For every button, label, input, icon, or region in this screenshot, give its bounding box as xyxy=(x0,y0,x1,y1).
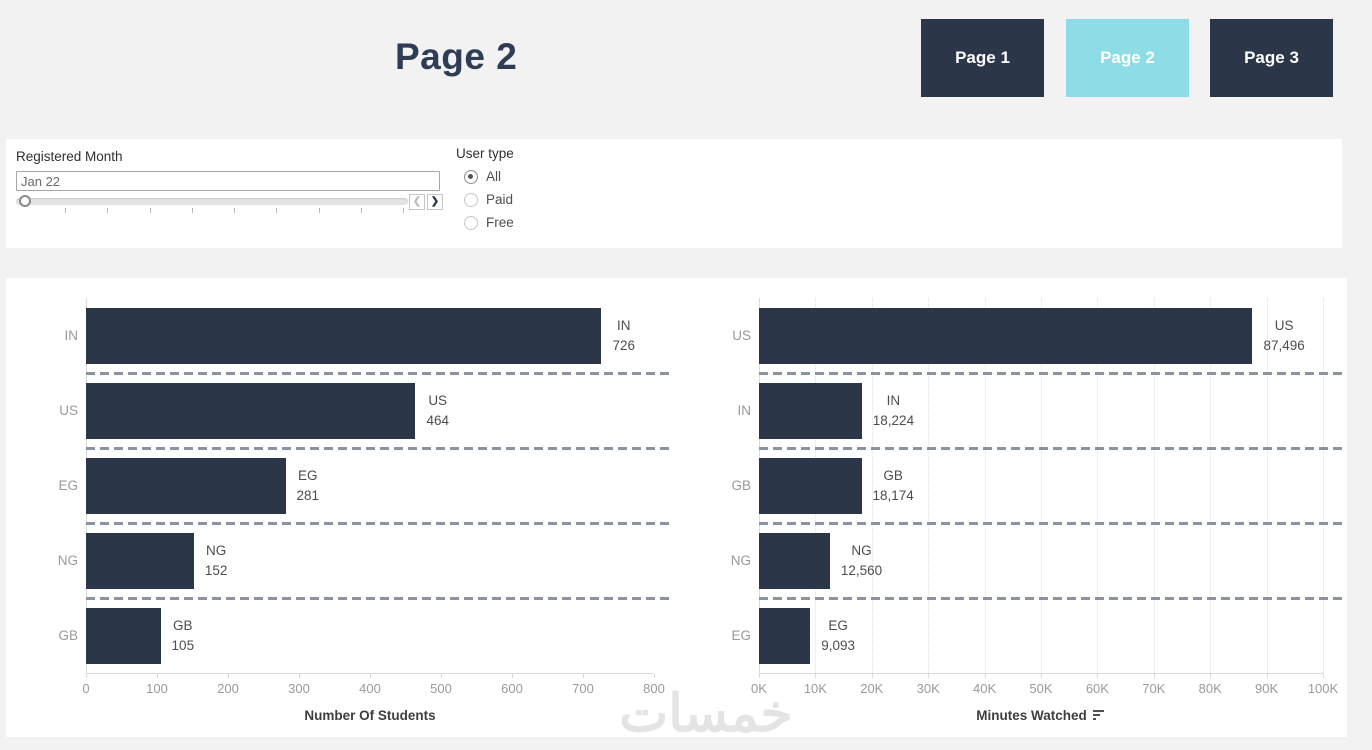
x-tick-label: 100 xyxy=(146,681,168,696)
bar[interactable] xyxy=(759,307,1253,364)
category-label: US xyxy=(732,328,751,343)
bar[interactable] xyxy=(86,532,194,589)
charts-panel: IN IN 726 US US 464 EG EG 281 NG NG 152 xyxy=(6,278,1347,737)
bar[interactable] xyxy=(759,607,811,664)
bar[interactable] xyxy=(759,382,862,439)
user-type-label: User type xyxy=(456,146,514,161)
category-label: GB xyxy=(58,628,78,643)
bar[interactable] xyxy=(759,457,862,514)
bar[interactable] xyxy=(86,457,286,514)
x-tick-label: 30K xyxy=(916,681,940,696)
bar-label: US 87,496 xyxy=(1263,317,1305,353)
page-2-button[interactable]: Page 2 xyxy=(1066,19,1189,97)
x-tick-label: 10K xyxy=(803,681,827,696)
bar-label: US 464 xyxy=(426,392,449,428)
category-label: GB xyxy=(731,478,751,493)
radio-label: All xyxy=(486,169,502,184)
x-axis-title: Number Of Students xyxy=(304,708,436,723)
bar-row: NG NG 152 xyxy=(6,523,670,600)
month-slider[interactable] xyxy=(16,195,408,213)
previous-month-button[interactable]: ❮ xyxy=(409,194,425,210)
x-axis: 0K 10K 20K 30K 40K 50K 60K 70K 80K 90K 100K xyxy=(751,673,1338,697)
bar-row: GB GB 18,174 xyxy=(679,448,1343,525)
bar-row: NG NG 12,560 xyxy=(679,523,1343,600)
chevron-left-icon: ❮ xyxy=(412,196,422,207)
next-month-button[interactable]: ❯ xyxy=(427,194,443,210)
category-label: US xyxy=(59,403,78,418)
radio-icon[interactable] xyxy=(464,169,478,184)
x-tick-label: 200 xyxy=(217,681,239,696)
x-axis-title: Minutes Watched xyxy=(759,708,1323,723)
x-tick-label: 700 xyxy=(572,681,594,696)
bar-label: GB 18,174 xyxy=(872,467,914,503)
bar[interactable] xyxy=(86,307,602,364)
bar-label: EG 9,093 xyxy=(821,617,856,653)
bar-label: IN 726 xyxy=(612,317,635,353)
category-label: EG xyxy=(731,628,751,643)
category-label: EG xyxy=(58,478,78,493)
user-type-option-all[interactable]: All xyxy=(464,169,501,184)
bar-label: NG 12,560 xyxy=(840,542,883,578)
radio-label: Free xyxy=(486,215,514,230)
x-tick-label: 600 xyxy=(501,681,523,696)
month-slider-handle[interactable] xyxy=(19,195,31,207)
bar-row: IN IN 726 xyxy=(6,298,670,375)
bar[interactable] xyxy=(86,382,416,439)
bar-row: EG EG 281 xyxy=(6,448,670,525)
bar[interactable] xyxy=(759,532,830,589)
bar-row: US US 87,496 xyxy=(679,298,1343,375)
category-label: NG xyxy=(730,553,751,568)
bar-label: EG 281 xyxy=(296,467,320,503)
bar[interactable] xyxy=(86,607,161,664)
category-label: IN xyxy=(737,403,752,418)
radio-icon[interactable] xyxy=(464,215,478,230)
category-label: IN xyxy=(64,328,79,343)
x-axis: 0 100 200 300 400 500 600 700 800 xyxy=(82,673,665,697)
x-tick-label: 20K xyxy=(860,681,884,696)
bar-label: GB 105 xyxy=(171,617,195,653)
x-tick-label: 300 xyxy=(288,681,310,696)
x-tick-label: 80K xyxy=(1198,681,1222,696)
bar-row: US US 464 xyxy=(6,373,670,450)
page-title: Page 2 xyxy=(395,36,518,77)
bar-label: IN 18,224 xyxy=(872,392,915,428)
user-type-option-free[interactable]: Free xyxy=(464,215,514,230)
page-3-button[interactable]: Page 3 xyxy=(1210,19,1333,97)
x-tick-label: 50K xyxy=(1029,681,1053,696)
bar-label: NG 152 xyxy=(204,542,228,578)
radio-label: Paid xyxy=(486,192,514,207)
category-label: NG xyxy=(57,553,78,568)
registered-month-input[interactable] xyxy=(16,171,440,191)
radio-icon[interactable] xyxy=(464,192,478,207)
x-tick-label: 800 xyxy=(643,681,665,696)
bar-row: GB GB 105 xyxy=(6,598,670,673)
user-type-option-paid[interactable]: Paid xyxy=(464,192,513,207)
students-bar-chart: IN IN 726 US US 464 EG EG 281 NG NG 152 xyxy=(6,298,670,723)
chevron-right-icon: ❯ xyxy=(430,196,440,207)
registered-month-label: Registered Month xyxy=(16,149,123,164)
x-tick-label: 70K xyxy=(1142,681,1166,696)
filter-panel: Registered Month ❮ ❯ User type All Paid … xyxy=(6,139,1342,248)
x-tick-label: 0 xyxy=(82,681,90,696)
page-1-button[interactable]: Page 1 xyxy=(921,19,1044,97)
x-tick-label: 100K xyxy=(1307,681,1339,696)
minutes-bar-chart: US US 87,496 IN IN 18,224 GB GB 18,174 NG N… xyxy=(679,298,1343,723)
sort-descending-icon xyxy=(1092,710,1104,720)
x-tick-label: 90K xyxy=(1255,681,1279,696)
x-tick-label: 0K xyxy=(751,681,767,696)
x-tick-label: 500 xyxy=(430,681,452,696)
x-tick-label: 60K xyxy=(1085,681,1109,696)
x-tick-label: 40K xyxy=(973,681,997,696)
bar-row: EG EG 9,093 xyxy=(679,598,1343,673)
x-tick-label: 400 xyxy=(359,681,381,696)
bar-row: IN IN 18,224 xyxy=(679,373,1343,450)
